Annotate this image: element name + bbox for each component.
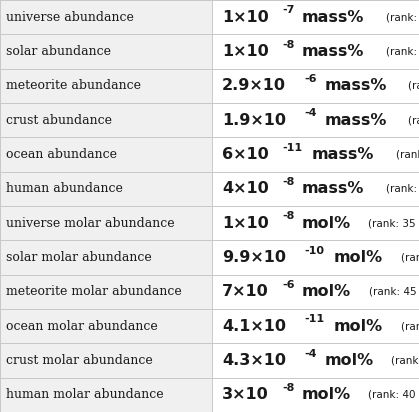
Bar (212, 343, 419, 378)
Text: meteorite molar abundance: meteorite molar abundance (6, 286, 182, 298)
Text: (rank: 53: (rank: 53 (401, 253, 419, 262)
Text: (rank: 71: (rank: 71 (385, 47, 419, 56)
Text: 2.9×10: 2.9×10 (222, 78, 286, 94)
Text: 1×10: 1×10 (222, 44, 269, 59)
Text: -8: -8 (282, 40, 295, 49)
Bar (212, 0, 419, 34)
Text: mol%: mol% (302, 387, 351, 403)
Text: (rank: 36: (rank: 36 (391, 356, 419, 365)
Bar (212, 378, 419, 412)
Text: mass%: mass% (302, 181, 364, 197)
Bar (0, 240, 212, 275)
Text: mass%: mass% (324, 78, 386, 94)
Text: human molar abundance: human molar abundance (6, 389, 164, 401)
Bar (212, 137, 419, 172)
Text: (rank: 68: (rank: 68 (396, 150, 419, 159)
Text: -8: -8 (282, 211, 295, 221)
Text: -4: -4 (305, 108, 317, 118)
Text: universe molar abundance: universe molar abundance (6, 217, 175, 229)
Text: mass%: mass% (324, 112, 386, 128)
Text: universe abundance: universe abundance (6, 11, 134, 23)
Text: -6: -6 (282, 280, 295, 290)
Text: 4.1×10: 4.1×10 (222, 318, 286, 334)
Text: mol%: mol% (334, 250, 383, 265)
Text: -11: -11 (282, 143, 303, 152)
Text: solar molar abundance: solar molar abundance (6, 251, 152, 264)
Text: 3×10: 3×10 (222, 387, 269, 403)
Text: 6×10: 6×10 (222, 147, 269, 162)
Text: -6: -6 (305, 74, 317, 84)
Text: 9.9×10: 9.9×10 (222, 250, 286, 265)
Bar (0, 309, 212, 343)
Bar (0, 34, 212, 69)
Text: (rank: 35: (rank: 35 (368, 218, 416, 228)
Bar (0, 0, 212, 34)
Text: 1×10: 1×10 (222, 9, 269, 25)
Text: mass%: mass% (302, 44, 364, 59)
Text: mol%: mol% (324, 353, 373, 368)
Bar (0, 343, 212, 378)
Bar (212, 103, 419, 137)
Text: human abundance: human abundance (6, 183, 123, 195)
Bar (212, 275, 419, 309)
Bar (0, 137, 212, 172)
Text: crust molar abundance: crust molar abundance (6, 354, 153, 367)
Text: (rank: 64: (rank: 64 (401, 321, 419, 331)
Text: -10: -10 (305, 246, 325, 255)
Text: -8: -8 (282, 383, 295, 393)
Text: (rank: 40: (rank: 40 (368, 390, 416, 400)
Bar (212, 69, 419, 103)
Text: 7×10: 7×10 (222, 284, 269, 300)
Text: 1.9×10: 1.9×10 (222, 112, 286, 128)
Text: mol%: mol% (334, 318, 383, 334)
Text: (rank: 40: (rank: 40 (385, 184, 419, 194)
Bar (0, 172, 212, 206)
Bar (0, 378, 212, 412)
Text: solar abundance: solar abundance (6, 45, 111, 58)
Text: mass%: mass% (302, 9, 364, 25)
Bar (212, 206, 419, 240)
Text: (rank: 45: (rank: 45 (369, 287, 416, 297)
Text: -8: -8 (282, 177, 295, 187)
Bar (0, 206, 212, 240)
Bar (0, 275, 212, 309)
Bar (212, 240, 419, 275)
Text: ocean molar abundance: ocean molar abundance (6, 320, 158, 332)
Bar (212, 309, 419, 343)
Bar (0, 69, 212, 103)
Bar (212, 172, 419, 206)
Text: (rank: 61: (rank: 61 (385, 12, 419, 22)
Bar (0, 103, 212, 137)
Text: 1×10: 1×10 (222, 215, 269, 231)
Bar (212, 34, 419, 69)
Text: ocean abundance: ocean abundance (6, 148, 117, 161)
Text: 4×10: 4×10 (222, 181, 269, 197)
Text: 4.3×10: 4.3×10 (222, 353, 286, 368)
Text: (rank: 50: (rank: 50 (408, 115, 419, 125)
Text: -4: -4 (305, 349, 317, 358)
Text: mol%: mol% (302, 284, 351, 300)
Text: mol%: mol% (302, 215, 351, 231)
Text: crust abundance: crust abundance (6, 114, 112, 126)
Text: meteorite abundance: meteorite abundance (6, 80, 141, 92)
Text: -7: -7 (282, 5, 295, 15)
Text: mass%: mass% (312, 147, 374, 162)
Text: (rank: 74: (rank: 74 (408, 81, 419, 91)
Text: -11: -11 (305, 314, 325, 324)
